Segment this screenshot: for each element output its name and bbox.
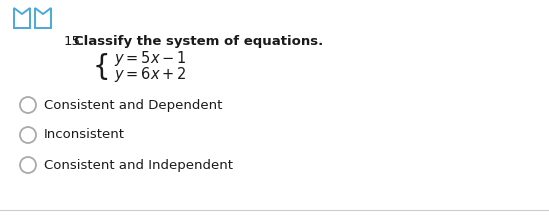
Text: Consistent and Dependent: Consistent and Dependent (44, 98, 222, 111)
Text: 15.: 15. (63, 35, 84, 48)
Text: $y = 5x - 1$: $y = 5x - 1$ (114, 49, 187, 67)
Text: Classify the system of equations.: Classify the system of equations. (74, 35, 323, 48)
Text: Consistent and Independent: Consistent and Independent (44, 159, 233, 172)
Text: $y = 6x + 2$: $y = 6x + 2$ (114, 65, 187, 84)
Text: $\{$: $\{$ (92, 51, 108, 81)
Text: Inconsistent: Inconsistent (44, 129, 125, 141)
